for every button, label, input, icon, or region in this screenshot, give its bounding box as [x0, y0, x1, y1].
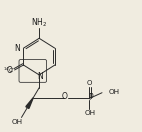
Text: OH: OH: [109, 89, 120, 95]
Text: O: O: [7, 66, 13, 76]
Text: P: P: [88, 93, 93, 102]
Text: N: N: [14, 44, 19, 53]
Polygon shape: [26, 98, 33, 109]
Text: NH$_2$: NH$_2$: [31, 16, 47, 29]
Text: N: N: [37, 72, 43, 81]
Text: OH: OH: [85, 110, 96, 117]
Text: OH: OH: [12, 119, 23, 125]
Text: O: O: [87, 80, 92, 86]
Text: O: O: [62, 92, 68, 101]
Text: $^{14}$C: $^{14}$C: [3, 65, 15, 75]
